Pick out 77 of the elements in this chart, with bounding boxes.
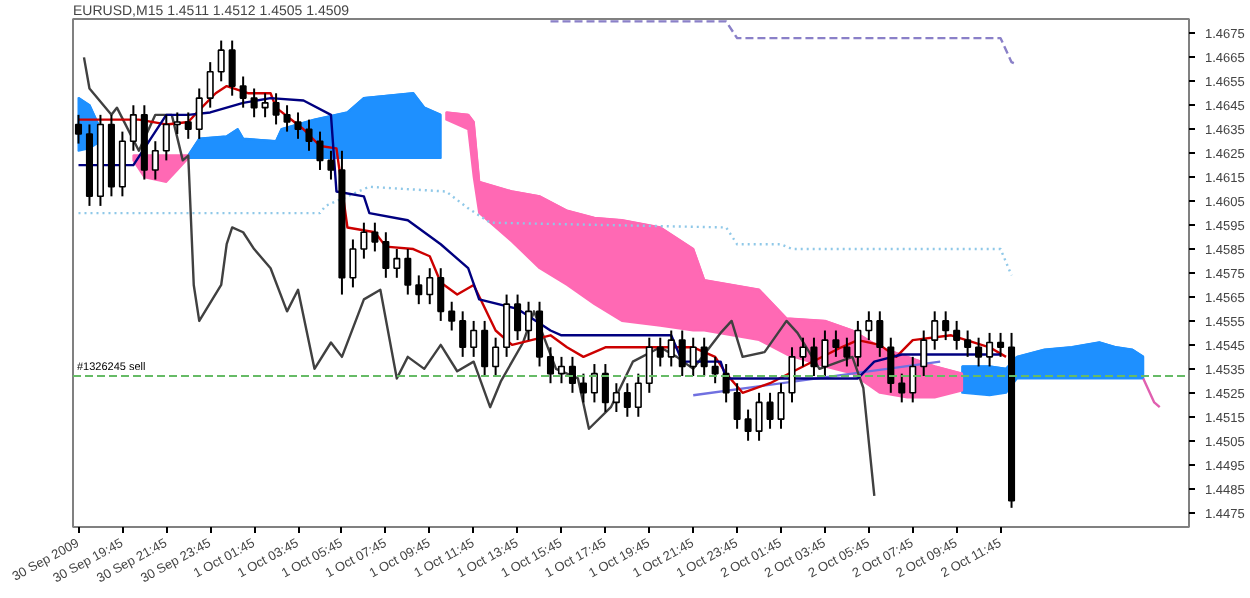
candlestick bbox=[843, 336, 851, 368]
candlestick bbox=[261, 92, 269, 119]
candlestick bbox=[492, 336, 500, 378]
candlestick bbox=[514, 293, 522, 342]
candlestick bbox=[195, 87, 203, 140]
candlestick bbox=[656, 336, 664, 368]
candlestick bbox=[689, 336, 697, 378]
candlestick bbox=[360, 221, 368, 260]
candlestick bbox=[404, 248, 412, 296]
candlestick bbox=[667, 329, 675, 368]
candlestick bbox=[557, 355, 566, 385]
candlestick bbox=[964, 329, 972, 358]
candlestick bbox=[744, 408, 752, 442]
candlestick bbox=[942, 310, 950, 342]
candlestick bbox=[601, 363, 609, 413]
candlestick bbox=[327, 149, 335, 181]
candlestick bbox=[876, 310, 884, 358]
candlestick bbox=[645, 336, 653, 394]
candlestick bbox=[448, 300, 456, 332]
candlestick bbox=[865, 310, 873, 342]
candlestick bbox=[678, 329, 686, 378]
candlestick bbox=[975, 336, 983, 368]
candlestick bbox=[579, 372, 587, 404]
candlestick bbox=[162, 113, 170, 162]
candlestick bbox=[305, 118, 313, 152]
candlestick bbox=[898, 372, 906, 404]
candlestick bbox=[470, 319, 478, 358]
candlestick bbox=[437, 267, 445, 322]
candlestick bbox=[986, 331, 994, 368]
candlestick bbox=[129, 104, 137, 152]
line-series bbox=[549, 20, 1019, 66]
candlestick bbox=[118, 130, 126, 198]
candlestick bbox=[294, 111, 302, 140]
candlestick bbox=[239, 75, 247, 109]
candlestick bbox=[74, 113, 83, 145]
candlestick bbox=[382, 231, 390, 279]
candlestick bbox=[854, 319, 862, 368]
candlestick bbox=[590, 363, 598, 404]
candlestick bbox=[711, 355, 719, 385]
candlestick bbox=[349, 238, 357, 289]
candlestick bbox=[623, 382, 631, 418]
candlestick bbox=[459, 310, 467, 358]
candlestick bbox=[283, 104, 291, 133]
candlestick bbox=[481, 319, 489, 378]
candlestick bbox=[887, 336, 895, 394]
candlestick bbox=[920, 329, 928, 378]
candlestick bbox=[931, 310, 939, 351]
candlestick bbox=[503, 293, 511, 358]
candlestick bbox=[426, 267, 434, 306]
candlestick bbox=[997, 331, 1005, 358]
candlestick bbox=[722, 363, 730, 404]
candlestick bbox=[733, 382, 741, 430]
candlestick bbox=[788, 346, 796, 404]
candlestick bbox=[568, 355, 576, 394]
candlestick bbox=[525, 300, 533, 342]
candlestick bbox=[217, 39, 225, 83]
candlestick bbox=[316, 130, 324, 171]
candlestick bbox=[393, 248, 401, 279]
candlestick bbox=[250, 87, 258, 119]
candlestick bbox=[151, 140, 159, 181]
candlestick bbox=[206, 61, 214, 109]
candlestick bbox=[546, 346, 555, 385]
line-series bbox=[77, 185, 1013, 277]
candlestick bbox=[173, 111, 181, 136]
candlestick bbox=[909, 355, 917, 404]
candlestick bbox=[612, 382, 620, 413]
candlestick bbox=[184, 111, 192, 140]
candlestick bbox=[821, 329, 829, 378]
candlestick bbox=[953, 319, 961, 351]
candlestick bbox=[832, 329, 840, 358]
candlestick bbox=[415, 274, 423, 306]
candlestick bbox=[634, 372, 642, 418]
candlestick bbox=[228, 39, 236, 97]
candlestick bbox=[535, 300, 544, 368]
candlestick bbox=[700, 336, 708, 378]
candlestick bbox=[371, 221, 379, 253]
candlestick bbox=[272, 92, 280, 126]
